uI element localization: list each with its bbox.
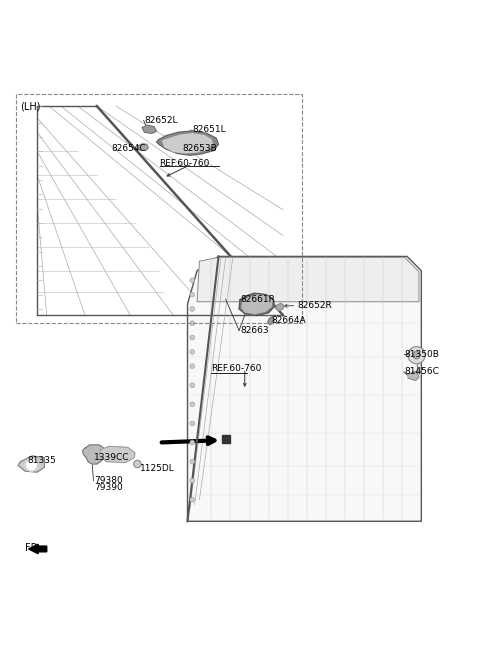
Text: 81350B: 81350B xyxy=(405,350,440,359)
Circle shape xyxy=(190,292,195,297)
Polygon shape xyxy=(163,134,212,153)
Text: 1339CC: 1339CC xyxy=(95,453,130,462)
Polygon shape xyxy=(137,144,148,150)
Circle shape xyxy=(190,421,195,426)
Text: 82661R: 82661R xyxy=(240,295,275,304)
Polygon shape xyxy=(222,436,229,443)
Circle shape xyxy=(190,497,195,502)
Text: 82654C: 82654C xyxy=(111,144,146,153)
Text: FR.: FR. xyxy=(25,543,40,552)
Circle shape xyxy=(190,459,195,464)
Circle shape xyxy=(190,478,195,483)
Text: 82653B: 82653B xyxy=(183,144,217,153)
Polygon shape xyxy=(83,445,106,464)
Circle shape xyxy=(190,335,195,340)
Text: (LH): (LH) xyxy=(21,101,41,112)
Circle shape xyxy=(90,449,99,458)
Circle shape xyxy=(413,352,420,359)
Circle shape xyxy=(190,350,195,354)
Polygon shape xyxy=(408,373,419,380)
Circle shape xyxy=(25,459,37,471)
Polygon shape xyxy=(197,257,419,302)
Text: 1125DL: 1125DL xyxy=(140,464,175,473)
Text: REF.60-760: REF.60-760 xyxy=(159,159,209,169)
Text: 79380: 79380 xyxy=(95,476,123,485)
Polygon shape xyxy=(268,317,275,325)
Circle shape xyxy=(190,278,195,283)
Circle shape xyxy=(190,364,195,369)
Text: REF.60-760: REF.60-760 xyxy=(211,364,262,373)
Polygon shape xyxy=(99,446,135,462)
Polygon shape xyxy=(156,131,218,155)
Polygon shape xyxy=(276,303,284,311)
Polygon shape xyxy=(242,295,272,314)
Circle shape xyxy=(190,402,195,407)
Text: 82651L: 82651L xyxy=(192,125,226,134)
FancyArrow shape xyxy=(29,544,47,554)
Circle shape xyxy=(190,306,195,312)
Text: 81456C: 81456C xyxy=(405,367,440,377)
Polygon shape xyxy=(239,293,275,316)
Text: 82663: 82663 xyxy=(240,326,269,335)
Circle shape xyxy=(190,440,195,445)
Text: 82652R: 82652R xyxy=(297,301,332,310)
Polygon shape xyxy=(18,456,44,472)
Circle shape xyxy=(408,346,425,364)
Text: 79390: 79390 xyxy=(95,483,123,493)
Polygon shape xyxy=(142,125,156,133)
Circle shape xyxy=(190,383,195,388)
Circle shape xyxy=(190,321,195,325)
Text: 81335: 81335 xyxy=(28,456,56,465)
Text: 82652L: 82652L xyxy=(144,116,178,125)
Bar xyxy=(16,94,302,323)
Circle shape xyxy=(133,461,141,468)
Text: 82664A: 82664A xyxy=(271,316,306,325)
Polygon shape xyxy=(188,256,421,522)
